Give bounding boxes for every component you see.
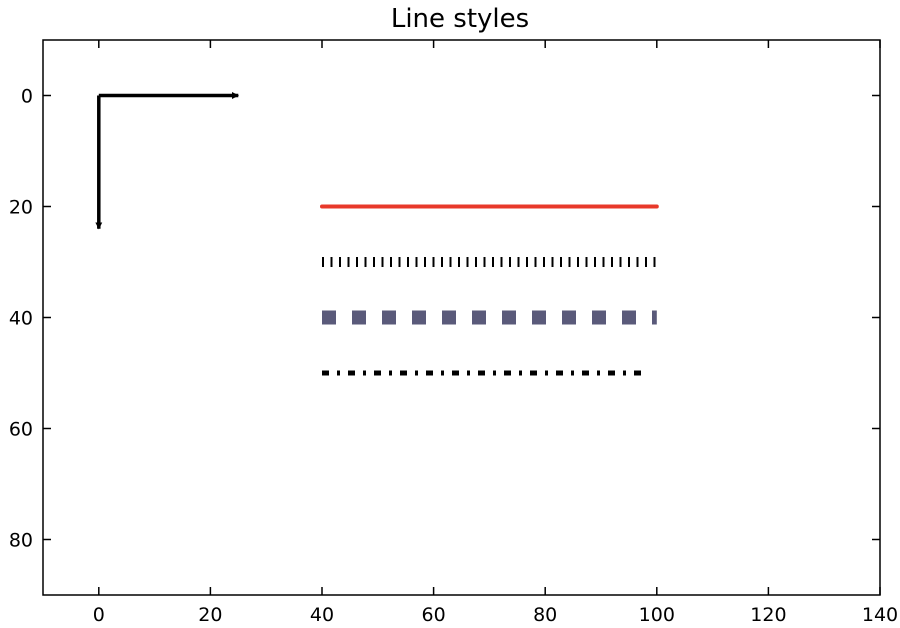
x-tick-label: 60 [422,604,446,626]
axis-ticks: 0 20 40 60 80 100 120 140 0 20 40 60 80 [9,40,898,626]
x-tick-label: 0 [93,604,105,626]
y-tick-label: 40 [9,308,33,330]
x-tick-label: 140 [862,604,898,626]
x-tick-label: 20 [198,604,222,626]
x-tick-label: 80 [533,604,557,626]
y-tick-label: 0 [21,86,33,108]
y-tick-label: 80 [9,530,33,552]
y-tick-label: 60 [9,419,33,441]
chart-title: Line styles [391,4,529,34]
y-tick-label: 20 [9,197,33,219]
plot-marks [95,92,659,376]
x-tick-label: 100 [639,604,675,626]
x-tick-label: 120 [750,604,786,626]
x-tick-label: 40 [310,604,334,626]
plot-frame [42,39,881,596]
